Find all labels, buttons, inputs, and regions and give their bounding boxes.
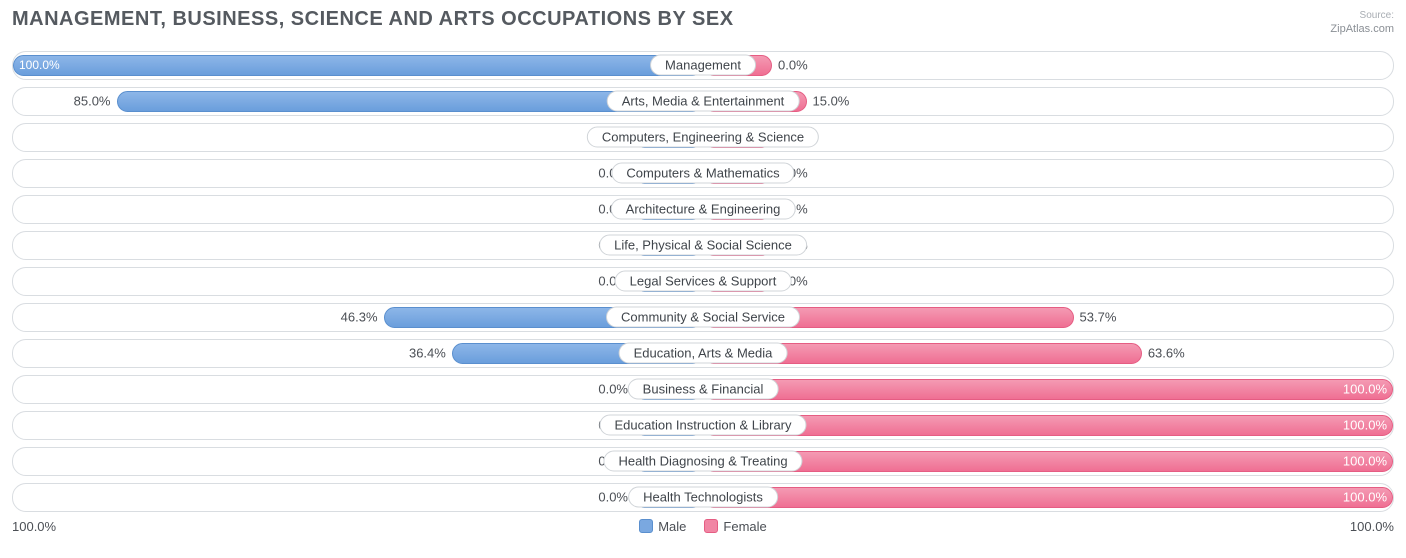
category-label: Health Technologists [628,487,778,508]
chart-title: MANAGEMENT, BUSINESS, SCIENCE AND ARTS O… [12,8,734,31]
occupations-chart: 100.0% 0.0% Management 85.0% 15.0% Arts, Medi… [12,51,1394,512]
category-label: Education, Arts & Media [619,343,788,364]
chart-row: 0.0% 100.0% Health Technologists [12,483,1394,512]
female-bar [703,379,1393,400]
chart-legend: Male Female [639,519,767,534]
chart-row: 0.0%0.0%Computers & Mathematics [12,159,1394,188]
female-swatch [704,519,718,533]
male-pct: 36.4% [409,346,446,361]
chart-row: 36.4% 63.6% Education, Arts & Media [12,339,1394,368]
category-label: Computers, Engineering & Science [587,127,819,148]
axis-left-label: 100.0% [12,519,56,534]
female-pct: 0.0% [778,58,808,73]
category-label: Education Instruction & Library [599,415,806,436]
chart-row: 100.0% 0.0% Management [12,51,1394,80]
chart-row: 0.0%0.0%Life, Physical & Social Science [12,231,1394,260]
chart-row: 46.3% 53.7% Community & Social Service [12,303,1394,332]
category-label: Computers & Mathematics [611,163,794,184]
category-label: Arts, Media & Entertainment [607,91,800,112]
chart-source: Source: ZipAtlas.com [1330,8,1394,37]
male-swatch [639,519,653,533]
male-pct: 85.0% [74,94,111,109]
chart-row: 0.0%100.0%Health Diagnosing & Treating [12,447,1394,476]
male-pct: 100.0% [19,58,60,72]
female-pct: 15.0% [813,94,850,109]
female-bar [703,487,1393,508]
male-pct: 0.0% [598,490,628,505]
source-value: ZipAtlas.com [1330,23,1394,35]
chart-row: 0.0%100.0%Education Instruction & Librar… [12,411,1394,440]
chart-row: 0.0%0.0%Legal Services & Support [12,267,1394,296]
chart-row: 0.0%0.0%Architecture & Engineering [12,195,1394,224]
chart-row: 85.0% 15.0% Arts, Media & Entertainment [12,87,1394,116]
chart-axis: 100.0% Male Female 100.0% [12,519,1394,534]
legend-male: Male [639,519,686,534]
male-pct: 46.3% [341,310,378,325]
male-pct: 0.0% [598,382,628,397]
female-pct: 100.0% [1343,418,1387,433]
category-label: Architecture & Engineering [611,199,796,220]
category-label: Legal Services & Support [615,271,792,292]
category-label: Business & Financial [628,379,779,400]
female-pct: 100.0% [1343,454,1387,469]
category-label: Health Diagnosing & Treating [603,451,802,472]
female-pct: 63.6% [1148,346,1185,361]
male-bar [13,55,703,76]
chart-header: MANAGEMENT, BUSINESS, SCIENCE AND ARTS O… [12,8,1394,37]
chart-row: 0.0%0.0%Computers, Engineering & Science [12,123,1394,152]
chart-row: 0.0% 100.0% Business & Financial [12,375,1394,404]
female-bar [703,415,1393,436]
axis-right-label: 100.0% [1350,519,1394,534]
female-bar [703,451,1393,472]
category-label: Life, Physical & Social Science [599,235,807,256]
female-pct: 100.0% [1343,490,1387,505]
category-label: Management [650,55,756,76]
female-pct: 100.0% [1343,382,1387,397]
female-pct: 53.7% [1080,310,1117,325]
legend-female: Female [704,519,766,534]
source-label: Source: [1360,10,1394,21]
category-label: Community & Social Service [606,307,800,328]
